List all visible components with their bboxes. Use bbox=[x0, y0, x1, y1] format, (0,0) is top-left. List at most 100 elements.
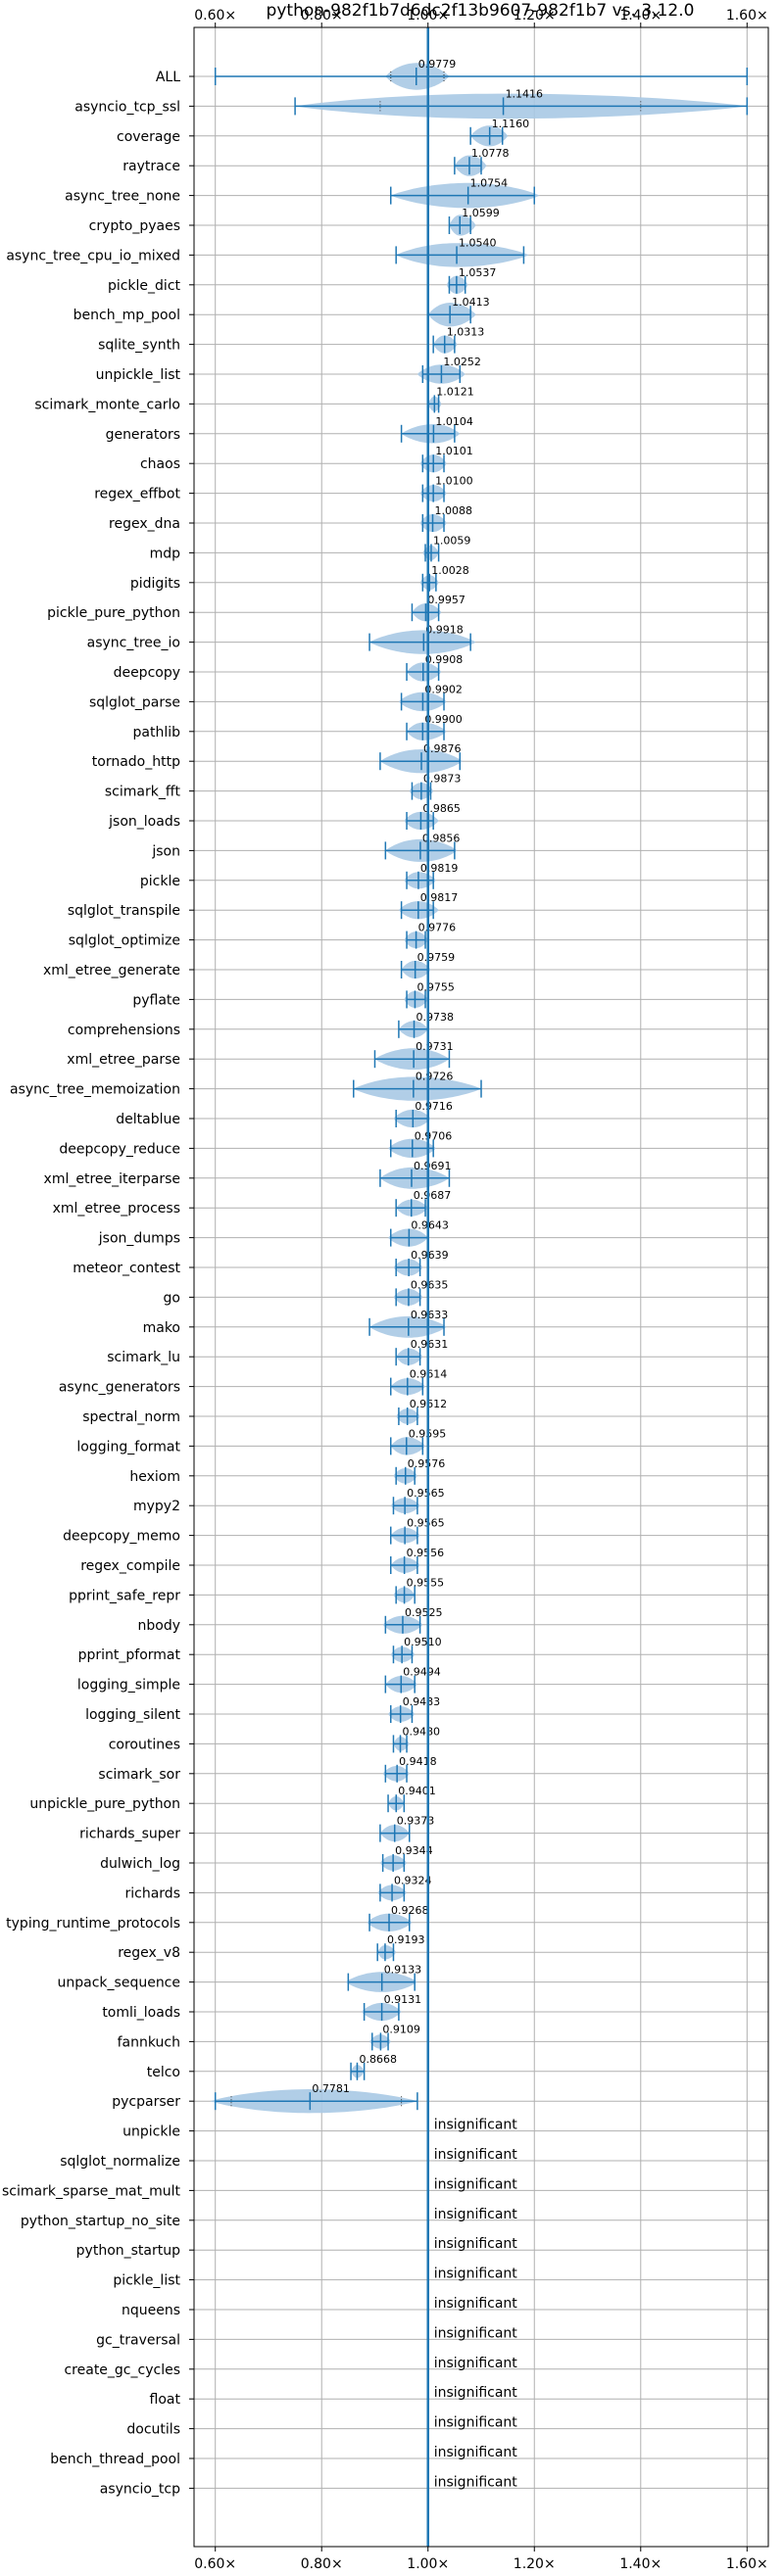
category-label: asyncio_tcp bbox=[100, 2481, 180, 2497]
value-label: 0.9494 bbox=[403, 1666, 441, 1679]
value-label: 0.9726 bbox=[416, 1071, 454, 1083]
value-label: 0.9483 bbox=[403, 1695, 441, 1708]
value-label: 0.9779 bbox=[418, 58, 457, 71]
category-label: create_gc_cycles bbox=[64, 2362, 180, 2378]
category-label: logging_format bbox=[76, 1439, 180, 1455]
value-label: 0.9193 bbox=[387, 1933, 425, 1946]
row-deepcopy_memo bbox=[390, 1526, 420, 1545]
category-label: python_startup_no_site bbox=[21, 2214, 180, 2229]
category-label: logging_silent bbox=[85, 1707, 180, 1723]
x-tick-label-bottom: 1.40× bbox=[619, 2556, 662, 2572]
x-tick-label-top: 1.20× bbox=[514, 8, 556, 24]
category-label: typing_runtime_protocols bbox=[6, 1916, 180, 1932]
value-label: 0.9902 bbox=[424, 683, 463, 695]
category-label: unpickle_list bbox=[96, 367, 181, 383]
value-label: 1.0413 bbox=[452, 296, 490, 309]
value-label: 0.9635 bbox=[411, 1278, 449, 1291]
category-label: logging_simple bbox=[77, 1678, 180, 1693]
row-pickle_dict bbox=[446, 275, 468, 294]
insignificant-label: insignificant bbox=[434, 2474, 518, 2490]
insignificant-label: insignificant bbox=[434, 2236, 518, 2252]
row-logging_silent bbox=[388, 1705, 416, 1723]
value-label: 0.9109 bbox=[382, 2023, 420, 2035]
category-label: scimark_sparse_mat_mult bbox=[2, 2183, 180, 2199]
row-deepcopy_reduce bbox=[388, 1138, 436, 1159]
row-spectral_norm bbox=[396, 1407, 420, 1425]
value-label: 0.9691 bbox=[414, 1160, 452, 1172]
category-label: async_generators bbox=[59, 1380, 180, 1396]
category-label: mdp bbox=[150, 546, 181, 561]
insignificant-label: insignificant bbox=[434, 2176, 518, 2192]
x-tick-label-top: 1.00× bbox=[407, 8, 449, 24]
category-label: docutils bbox=[126, 2422, 180, 2438]
insignificant-label: insignificant bbox=[434, 2385, 518, 2401]
row-async_tree_io bbox=[368, 630, 476, 654]
value-label: 0.9856 bbox=[422, 832, 461, 844]
category-label: pickle_list bbox=[113, 2273, 180, 2289]
value-label: 0.7781 bbox=[312, 2082, 350, 2095]
category-label: scimark_monte_carlo bbox=[34, 397, 180, 412]
category-label: xml_etree_parse bbox=[67, 1052, 180, 1068]
x-tick-label-top: 1.40× bbox=[619, 8, 662, 24]
row-hexiom bbox=[393, 1466, 417, 1485]
value-label: 1.0121 bbox=[436, 385, 474, 398]
x-tick-label-top: 0.80× bbox=[301, 8, 343, 24]
value-label: 0.9876 bbox=[423, 742, 462, 755]
row-regex_v8 bbox=[376, 1943, 397, 1962]
value-label: 0.9873 bbox=[423, 773, 462, 786]
value-label: 0.9865 bbox=[422, 802, 461, 815]
insignificant-label: insignificant bbox=[434, 2147, 518, 2163]
value-label: 0.9133 bbox=[384, 1964, 422, 1977]
category-label: chaos bbox=[140, 456, 180, 472]
row-unpickle_pure_python bbox=[387, 1794, 406, 1813]
row-sqlglot_optimize bbox=[404, 930, 428, 949]
value-label: 0.8668 bbox=[359, 2053, 397, 2066]
category-label: richards_super bbox=[79, 1827, 180, 1842]
category-label: meteor_contest bbox=[73, 1261, 180, 1276]
row-pyflate bbox=[404, 990, 428, 1009]
value-label: 0.9324 bbox=[394, 1874, 432, 1886]
row-richards bbox=[377, 1884, 407, 1902]
row-nbody bbox=[382, 1615, 423, 1634]
category-label: pprint_safe_repr bbox=[69, 1588, 180, 1603]
category-label: sqlglot_optimize bbox=[69, 933, 180, 949]
category-label: async_tree_io bbox=[87, 636, 180, 651]
row-async_tree_cpu_io_mixed bbox=[395, 243, 529, 267]
value-label: 0.9759 bbox=[417, 951, 456, 964]
value-label: 0.9633 bbox=[411, 1309, 449, 1321]
insignificant-label: insignificant bbox=[434, 2266, 518, 2282]
plot-frame bbox=[193, 26, 769, 2548]
axis-layer: 0.60× 0.60× 0.80× 0.80× 1.00× 1.00× 1.20× 1.20×… bbox=[189, 8, 769, 2572]
value-label: 0.9957 bbox=[427, 594, 466, 606]
value-label: 0.9731 bbox=[416, 1040, 454, 1053]
value-label: 0.9418 bbox=[399, 1755, 437, 1768]
category-label: unpack_sequence bbox=[58, 1976, 180, 1991]
value-label: 0.9776 bbox=[418, 922, 457, 934]
category-label: mypy2 bbox=[133, 1499, 180, 1514]
category-label: bench_mp_pool bbox=[74, 308, 180, 323]
value-label: 0.9565 bbox=[407, 1517, 445, 1530]
category-label: async_tree_memoization bbox=[10, 1082, 180, 1098]
category-label: deltablue bbox=[116, 1112, 180, 1127]
row-regex_dna bbox=[419, 513, 447, 533]
insignificant-label: insignificant bbox=[434, 2325, 518, 2341]
row-dulwich_log bbox=[379, 1854, 407, 1872]
insignificant-label: insignificant bbox=[434, 2118, 518, 2133]
value-label: 0.9918 bbox=[425, 624, 464, 637]
x-tick-label-bottom: 0.80× bbox=[301, 2556, 343, 2572]
category-label: regex_compile bbox=[80, 1558, 180, 1574]
category-label: asyncio_tcp_ssl bbox=[74, 99, 180, 115]
value-label: 0.9565 bbox=[407, 1487, 445, 1500]
x-tick-label-top: 0.60× bbox=[194, 8, 236, 24]
value-label: 1.1416 bbox=[506, 87, 544, 100]
value-label: 0.9639 bbox=[411, 1249, 449, 1262]
category-label: spectral_norm bbox=[82, 1409, 180, 1425]
value-label: 1.0754 bbox=[470, 177, 509, 190]
category-label: pyflate bbox=[132, 992, 180, 1008]
row-async_tree_memoization bbox=[353, 1076, 482, 1101]
value-label: 1.1160 bbox=[492, 118, 530, 130]
row-tornado_http bbox=[379, 749, 463, 774]
category-label: json bbox=[151, 843, 180, 859]
